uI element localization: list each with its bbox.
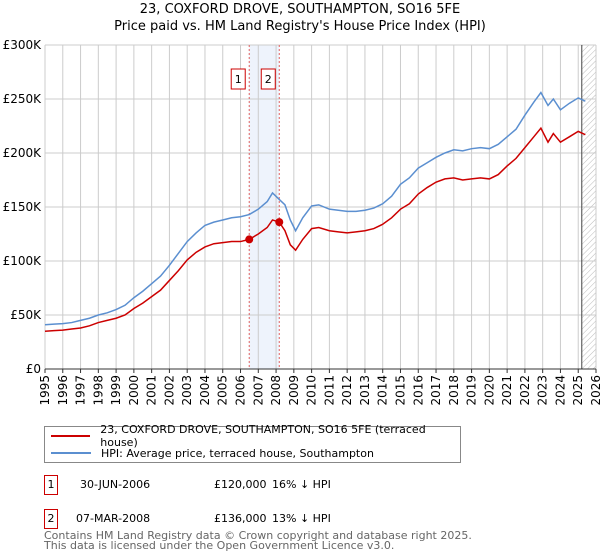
- y-tick-label: £100K: [3, 254, 43, 268]
- x-tick-label: 2005: [216, 375, 230, 406]
- x-tick-label: 2024: [553, 375, 567, 406]
- x-tick-label: 2011: [322, 375, 336, 406]
- y-tick-label: £50K: [10, 308, 42, 322]
- x-tick-label: 2023: [536, 375, 550, 406]
- legend-label: HPI: Average price, terraced house, Sout…: [101, 446, 374, 460]
- chart-title: 23, COXFORD DROVE, SOUTHAMPTON, SO16 5FE: [139, 2, 461, 17]
- sale-date: 07-MAR-2008: [76, 512, 151, 525]
- legend-swatch-blue: [51, 452, 91, 454]
- x-tick-label: 2026: [589, 375, 600, 406]
- x-tick-label: 2019: [465, 375, 479, 406]
- y-tick-label: £0: [26, 362, 41, 376]
- sale-badge: 1: [44, 475, 58, 495]
- legend: 23, COXFORD DROVE, SOUTHAMPTON, SO16 5FE…: [44, 423, 461, 463]
- x-tick-label: 2016: [411, 375, 425, 406]
- x-tick-label: 1999: [109, 375, 123, 406]
- legend-swatch-red: [51, 435, 91, 437]
- sale-row-2: 2 07-MAR-2008 £136,000 13% ↓ HPI: [44, 509, 444, 531]
- x-tick-label: 2015: [393, 375, 407, 406]
- sale-hpi-diff: 13% ↓ HPI: [272, 512, 331, 525]
- legend-item-property: 23, COXFORD DROVE, SOUTHAMPTON, SO16 5FE…: [51, 423, 460, 449]
- x-tick-label: 1998: [91, 375, 105, 406]
- x-tick-label: 1995: [38, 375, 52, 406]
- sale-point: [275, 218, 284, 227]
- y-tick-label: £250K: [3, 92, 43, 106]
- x-tick-label: 2004: [198, 375, 212, 406]
- x-tick-label: 2006: [234, 375, 248, 406]
- x-tick-label: 2002: [162, 375, 176, 406]
- x-tick-label: 2020: [482, 375, 496, 406]
- y-tick-label: £200K: [3, 146, 43, 160]
- sale-hpi-diff: 16% ↓ HPI: [272, 478, 331, 491]
- x-tick-label: 2022: [518, 375, 532, 406]
- sale-price: £136,000: [214, 512, 267, 525]
- sale-price: £120,000: [214, 478, 267, 491]
- footer-line-2: This data is licensed under the Open Gov…: [44, 539, 395, 552]
- plot-area: 1995 1996 1997 1998 1999 2000 2001 2002 2003 2004…: [3, 38, 600, 406]
- sale-badge: 2: [44, 509, 58, 529]
- x-tick-label: 2009: [287, 375, 301, 406]
- y-tick-label: £300K: [3, 38, 43, 52]
- chart-subtitle: Price paid vs. HM Land Registry's House …: [114, 19, 486, 34]
- x-tick-label: 2000: [127, 375, 141, 406]
- sale-point: [245, 235, 254, 244]
- x-tick-label: 1996: [56, 375, 70, 406]
- legend-label: 23, COXFORD DROVE, SOUTHAMPTON, SO16 5FE…: [100, 423, 426, 449]
- x-tick-label: 2013: [358, 375, 372, 406]
- footer-line-1: Contains HM Land Registry data © Crown c…: [44, 529, 472, 542]
- x-tick-label: 2007: [251, 375, 265, 406]
- sale-date: 30-JUN-2006: [80, 478, 151, 491]
- legend-item-hpi: HPI: Average price, terraced house, Sout…: [51, 445, 374, 461]
- sale-label: 2: [265, 73, 272, 86]
- x-tick-label: 2003: [180, 375, 194, 406]
- x-tick-label: 2025: [571, 375, 585, 406]
- x-tick-label: 2021: [500, 375, 514, 406]
- x-tick-label: 2001: [145, 375, 159, 406]
- x-tick-label: 2012: [340, 375, 354, 406]
- sale-row-1: 1 30-JUN-2006 £120,000 16% ↓ HPI: [44, 475, 444, 497]
- sale-label-box: [260, 68, 276, 90]
- x-tick-label: 2010: [305, 375, 319, 406]
- x-tick-label: 2008: [269, 375, 283, 406]
- sale-label: 1: [235, 73, 242, 86]
- x-tick-label: 2017: [429, 375, 443, 406]
- x-tick-label: 1997: [74, 375, 88, 406]
- property-price-line: [44, 126, 586, 332]
- footer: Contains HM Land Registry data © Crown c…: [44, 529, 472, 552]
- sale-label-box: [230, 68, 246, 90]
- hpi-line: [44, 91, 586, 326]
- x-tick-label: 2018: [447, 375, 461, 406]
- y-tick-label: £150K: [3, 200, 43, 214]
- x-tick-label: 2014: [376, 375, 390, 406]
